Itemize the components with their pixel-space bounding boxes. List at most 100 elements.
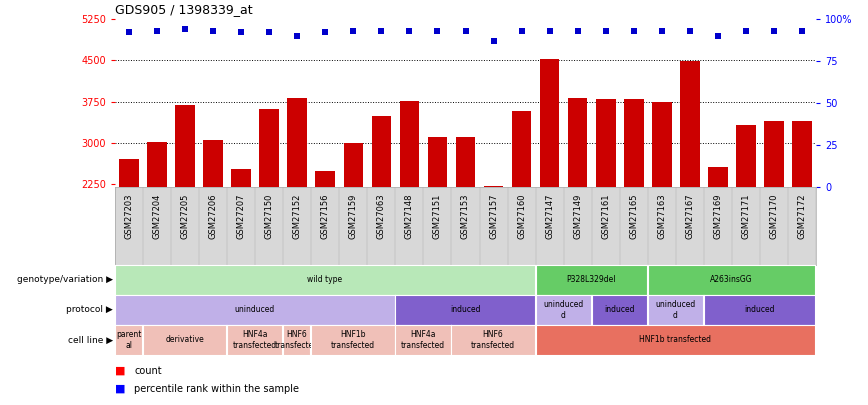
Text: uninduced: uninduced xyxy=(234,305,275,315)
Point xyxy=(150,28,164,34)
Text: HNF4a
transfected: HNF4a transfected xyxy=(401,330,445,350)
Bar xyxy=(792,122,812,308)
Bar xyxy=(652,102,672,308)
Text: derivative: derivative xyxy=(165,335,204,345)
Point xyxy=(515,28,529,34)
Bar xyxy=(483,186,503,308)
Point xyxy=(571,28,585,34)
Point xyxy=(290,32,304,39)
Text: GSM27206: GSM27206 xyxy=(208,193,218,239)
Bar xyxy=(175,105,195,308)
Point xyxy=(234,29,248,36)
Bar xyxy=(568,98,588,308)
Text: GSM27157: GSM27157 xyxy=(489,193,498,239)
Bar xyxy=(372,117,391,308)
Text: protocol ▶: protocol ▶ xyxy=(66,305,113,315)
Bar xyxy=(540,59,560,308)
Point xyxy=(346,28,360,34)
Bar xyxy=(148,142,167,308)
Text: GSM27148: GSM27148 xyxy=(404,193,414,239)
Text: GSM27161: GSM27161 xyxy=(602,193,610,239)
Point xyxy=(431,28,444,34)
Point xyxy=(739,28,753,34)
Text: GSM27147: GSM27147 xyxy=(545,193,554,239)
Text: GSM27163: GSM27163 xyxy=(657,193,667,239)
Point xyxy=(599,28,613,34)
Text: GSM27156: GSM27156 xyxy=(321,193,330,239)
Point xyxy=(403,28,417,34)
Bar xyxy=(399,101,419,308)
Text: GSM27165: GSM27165 xyxy=(629,193,638,239)
Bar xyxy=(119,160,139,308)
Text: genotype/variation ▶: genotype/variation ▶ xyxy=(16,275,113,284)
Text: induced: induced xyxy=(604,305,635,315)
Text: ■: ■ xyxy=(115,366,126,375)
Bar xyxy=(456,137,476,308)
Point xyxy=(458,28,472,34)
Point xyxy=(711,32,725,39)
Text: uninduced
d: uninduced d xyxy=(655,300,695,320)
Point xyxy=(767,28,781,34)
Point xyxy=(683,28,697,34)
Text: HNF1b transfected: HNF1b transfected xyxy=(640,335,712,345)
Point xyxy=(178,26,192,32)
Bar xyxy=(680,62,700,308)
Point xyxy=(795,28,809,34)
Bar xyxy=(315,171,335,308)
Text: GSM27153: GSM27153 xyxy=(461,193,470,239)
Text: GSM27169: GSM27169 xyxy=(713,193,722,239)
Bar xyxy=(764,122,784,308)
Text: ■: ■ xyxy=(115,384,126,394)
Bar xyxy=(512,111,531,308)
Text: GSM27063: GSM27063 xyxy=(377,193,386,239)
Text: GSM27170: GSM27170 xyxy=(769,193,779,239)
Point xyxy=(319,29,332,36)
Point xyxy=(262,29,276,36)
Bar xyxy=(260,109,279,308)
Text: GSM27205: GSM27205 xyxy=(181,193,189,239)
Text: cell line ▶: cell line ▶ xyxy=(68,335,113,345)
Text: induced: induced xyxy=(450,305,480,315)
Text: GSM27172: GSM27172 xyxy=(798,193,806,239)
Point xyxy=(374,28,388,34)
Text: induced: induced xyxy=(744,305,775,315)
Bar xyxy=(624,99,643,308)
Bar xyxy=(428,137,447,308)
Point xyxy=(487,38,501,44)
Point xyxy=(542,28,556,34)
Text: GDS905 / 1398339_at: GDS905 / 1398339_at xyxy=(115,4,253,17)
Bar xyxy=(708,167,727,308)
Bar xyxy=(736,125,756,308)
Text: GSM27207: GSM27207 xyxy=(237,193,246,239)
Text: count: count xyxy=(134,366,161,375)
Bar xyxy=(287,98,307,308)
Text: HNF6
transfected: HNF6 transfected xyxy=(471,330,516,350)
Text: GSM27151: GSM27151 xyxy=(433,193,442,239)
Text: GSM27204: GSM27204 xyxy=(153,193,161,239)
Text: A263insGG: A263insGG xyxy=(710,275,753,284)
Text: HNF4a
transfected: HNF4a transfected xyxy=(233,330,277,350)
Text: GSM27167: GSM27167 xyxy=(686,193,694,239)
Text: HNF6
transfected: HNF6 transfected xyxy=(275,330,319,350)
Point xyxy=(627,28,641,34)
Text: GSM27149: GSM27149 xyxy=(573,193,582,239)
Text: uninduced
d: uninduced d xyxy=(543,300,583,320)
Text: GSM27152: GSM27152 xyxy=(293,193,302,239)
Point xyxy=(207,28,220,34)
Text: GSM27160: GSM27160 xyxy=(517,193,526,239)
Text: GSM27203: GSM27203 xyxy=(124,193,134,239)
Point xyxy=(122,29,136,36)
Text: wild type: wild type xyxy=(307,275,343,284)
Bar xyxy=(344,143,363,308)
Text: percentile rank within the sample: percentile rank within the sample xyxy=(134,384,299,394)
Text: GSM27150: GSM27150 xyxy=(265,193,273,239)
Text: GSM27171: GSM27171 xyxy=(741,193,751,239)
Text: parent
al: parent al xyxy=(116,330,141,350)
Bar xyxy=(203,140,223,308)
Text: GSM27159: GSM27159 xyxy=(349,193,358,239)
Bar xyxy=(596,99,615,308)
Point xyxy=(654,28,668,34)
Bar xyxy=(232,169,251,308)
Text: HNF1b
transfected: HNF1b transfected xyxy=(331,330,375,350)
Text: P328L329del: P328L329del xyxy=(567,275,616,284)
